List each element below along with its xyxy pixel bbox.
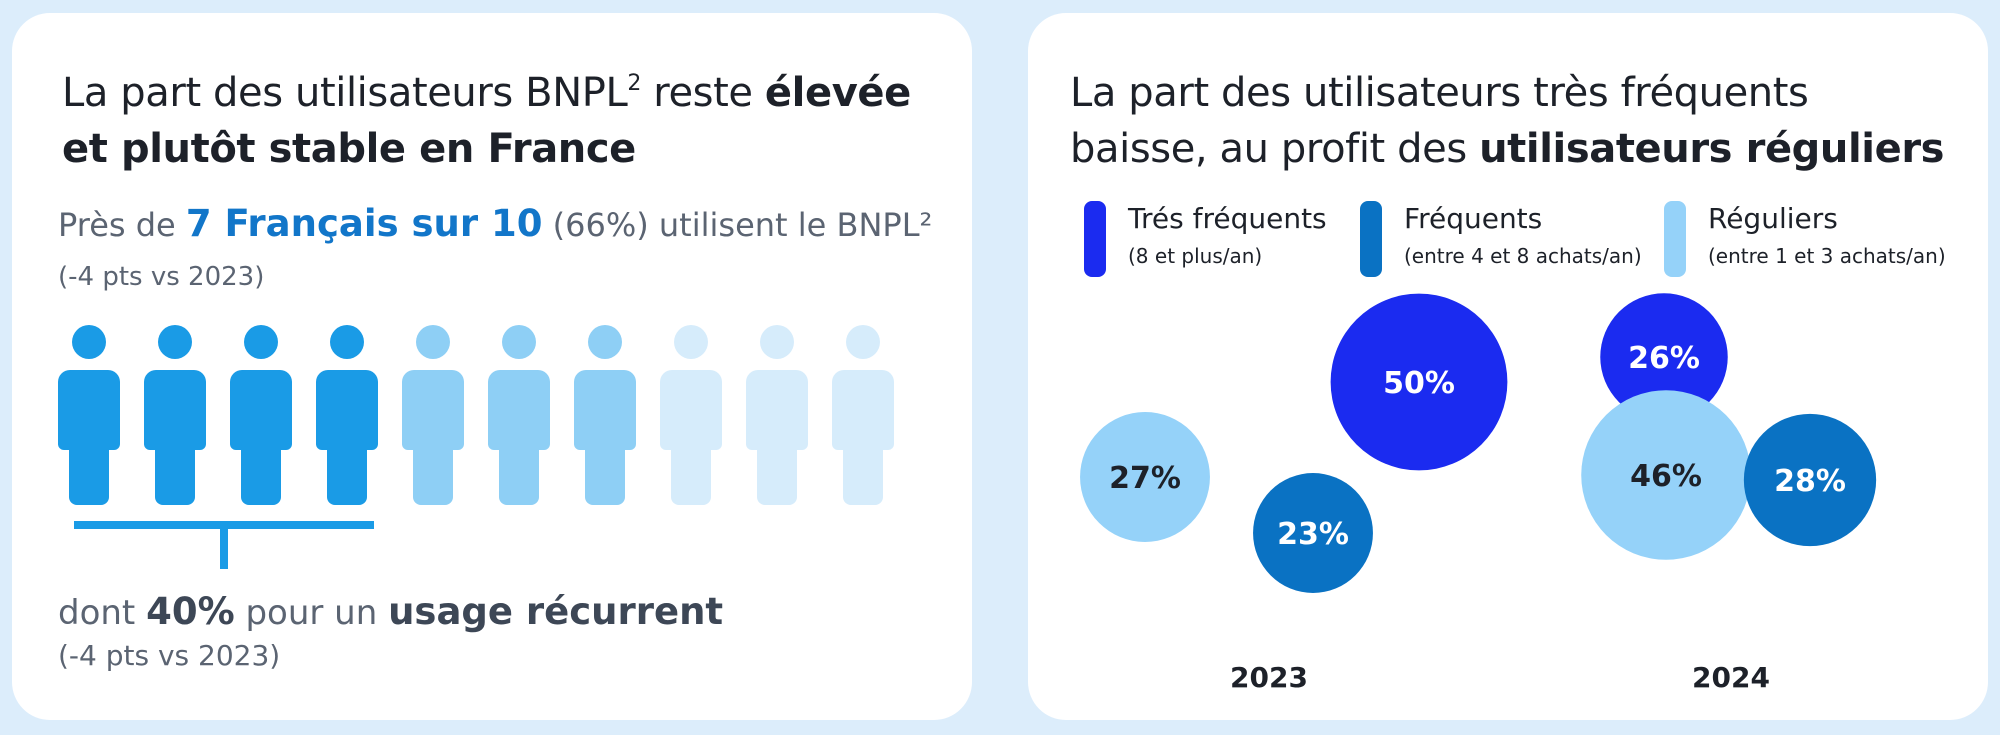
year-label-2023: 2023 — [1230, 661, 1308, 694]
legend-swatch-reguliers — [1664, 201, 1686, 277]
lead-highlight: 7 Français sur 10 — [185, 202, 543, 245]
users-lead-text: Près de 7 Français sur 10 (66%) utilisen… — [58, 201, 938, 300]
person-legs — [585, 435, 625, 505]
person-icon — [144, 325, 206, 505]
right-title-line1: La part des utilisateurs très fréquents — [1070, 70, 1809, 116]
bubble-2023-frequents — [1253, 473, 1373, 593]
lead-paren: (66%) — [542, 206, 649, 244]
sub-pct: 40% — [146, 590, 235, 633]
lead-post: utilisent le BNPL² — [648, 206, 933, 244]
bubble-label-2023-tres-frequents: 50% — [1383, 366, 1455, 401]
legend-swatch-frequents — [1360, 201, 1382, 277]
person-legs — [155, 435, 195, 505]
person-icon — [832, 325, 894, 505]
footnote-marker: 2 — [627, 71, 641, 96]
bubble-label-2023-frequents: 23% — [1277, 517, 1349, 552]
legend-swatch-tres-frequents — [1084, 201, 1106, 277]
lead-change: (-4 pts vs 2023) — [58, 262, 265, 292]
person-legs — [413, 435, 453, 505]
person-head — [760, 325, 794, 359]
right-title-line2-pre: baisse, au profit des — [1070, 126, 1480, 172]
person-legs — [757, 435, 797, 505]
person-legs — [69, 435, 109, 505]
person-head — [330, 325, 364, 359]
bubble-2023-tres-frequents — [1330, 293, 1508, 471]
person-head — [158, 325, 192, 359]
person-head — [588, 325, 622, 359]
legend-label-reguliers: Réguliers — [1708, 202, 1838, 235]
person-head — [244, 325, 278, 359]
bubble-2023-reguliers — [1080, 412, 1210, 542]
lead-pre: Près de — [58, 206, 186, 244]
left-title-bold1: élevée — [764, 70, 911, 116]
person-legs — [327, 435, 367, 505]
person-head — [846, 325, 880, 359]
person-icon — [402, 325, 464, 505]
bubble-2024-tres-frequents — [1600, 293, 1728, 421]
person-icon — [58, 325, 120, 505]
person-legs — [671, 435, 711, 505]
bubble-label-2024-frequents: 28% — [1774, 464, 1846, 499]
person-icon — [746, 325, 808, 505]
person-head — [416, 325, 450, 359]
sub-pre: dont — [58, 593, 147, 633]
year-label-2024: 2024 — [1692, 661, 1770, 694]
left-title-bold2: et plutôt stable en France — [62, 126, 636, 172]
sub-usage: usage récurrent — [388, 590, 724, 633]
bubble-label-2024-reguliers: 46% — [1630, 459, 1702, 494]
recurrent-change: (-4 pts vs 2023) — [58, 639, 281, 672]
person-icon — [574, 325, 636, 505]
person-legs — [499, 435, 539, 505]
legend-sub-frequents: (entre 4 et 8 achats/an) — [1404, 244, 1642, 268]
person-legs — [241, 435, 281, 505]
person-icon — [660, 325, 722, 505]
left-title-part1: La part des utilisateurs BNPL — [62, 70, 628, 116]
person-icon — [488, 325, 550, 505]
legend-sub-tres-frequents: (8 et plus/an) — [1128, 244, 1263, 268]
bubble-label-2024-tres-frequents: 26% — [1628, 341, 1700, 376]
left-title-part2: reste — [640, 70, 765, 116]
bubble-2024-reguliers — [1581, 390, 1751, 560]
right-card: La part des utilisateurs très fréquents b… — [1028, 13, 1988, 720]
legend-label-tres-frequents: Trés fréquents — [1128, 202, 1327, 235]
person-head — [72, 325, 106, 359]
person-head — [674, 325, 708, 359]
left-card: La part des utilisateurs BNPL2 reste éle… — [12, 13, 972, 720]
bubble-2024-frequents — [1743, 413, 1877, 547]
sub-mid: pour un — [234, 593, 389, 633]
right-title: La part des utilisateurs très fréquents b… — [1070, 65, 1975, 177]
people-pictogram — [58, 325, 918, 505]
person-legs — [843, 435, 883, 505]
person-icon — [230, 325, 292, 505]
legend-sub-reguliers: (entre 1 et 3 achats/an) — [1708, 244, 1946, 268]
person-head — [502, 325, 536, 359]
left-title: La part des utilisateurs BNPL2 reste éle… — [62, 65, 962, 177]
recurrent-bracket-stem — [220, 521, 228, 569]
person-icon — [316, 325, 378, 505]
bubble-chart: 50% 27% 23% 26% 46% 28% — [1080, 293, 1877, 593]
legend-label-frequents: Fréquents — [1404, 202, 1543, 235]
recurrent-text: dont 40% pour un usage récurrent — [58, 585, 938, 640]
right-title-line2-bold: utilisateurs réguliers — [1479, 126, 1945, 172]
bubble-label-2023-reguliers: 27% — [1109, 461, 1181, 496]
